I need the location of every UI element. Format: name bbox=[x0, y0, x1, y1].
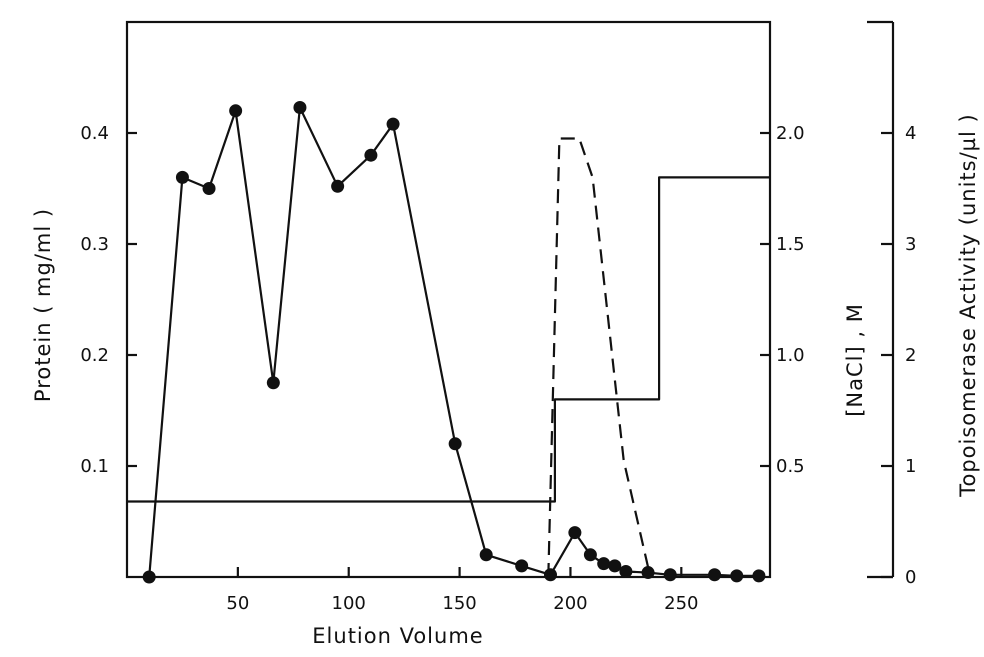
protein-point bbox=[583, 548, 597, 562]
activity-tick-label: 0 bbox=[905, 567, 916, 588]
activity-axis-title: Topoisomerase Activity (units/µl ) bbox=[956, 113, 980, 498]
activity-tick-label: 4 bbox=[905, 123, 916, 144]
nacl-tick-label: 0.5 bbox=[776, 456, 805, 477]
activity-tick-label: 3 bbox=[905, 234, 916, 255]
left-tick-label: 0.4 bbox=[80, 123, 109, 144]
activity-tick-label: 2 bbox=[905, 345, 916, 366]
protein-point bbox=[608, 559, 622, 573]
x-tick-label: 200 bbox=[553, 593, 587, 614]
protein-point bbox=[448, 437, 462, 451]
left-tick-label: 0.3 bbox=[80, 234, 109, 255]
nacl-step-line bbox=[127, 176, 770, 503]
x-tick-label: 100 bbox=[332, 593, 366, 614]
protein-point bbox=[293, 100, 307, 114]
protein-point bbox=[543, 568, 557, 582]
protein-point bbox=[597, 557, 611, 571]
protein-point bbox=[202, 182, 216, 195]
protein-point bbox=[142, 570, 156, 584]
protein-point bbox=[266, 376, 280, 390]
protein-point bbox=[641, 566, 655, 580]
protein-point bbox=[229, 104, 243, 118]
protein-point bbox=[364, 148, 378, 162]
protein-point bbox=[708, 568, 722, 582]
activity-tick-label: 1 bbox=[905, 456, 916, 477]
activity-dashed-line bbox=[547, 137, 652, 578]
plot-frame bbox=[125, 20, 895, 579]
protein-point bbox=[386, 117, 400, 131]
x-tick-label: 250 bbox=[664, 593, 698, 614]
protein-point bbox=[331, 179, 345, 193]
x-axis-title: Elution Volume bbox=[312, 624, 483, 648]
x-tick-label: 150 bbox=[442, 593, 476, 614]
nacl-tick-label: 1.5 bbox=[776, 234, 805, 255]
nacl-axis-title: [NaCl] , M bbox=[843, 303, 867, 417]
protein-point bbox=[752, 569, 766, 583]
protein-point bbox=[663, 568, 677, 582]
protein-point bbox=[568, 526, 582, 540]
series-layer bbox=[127, 100, 770, 584]
protein-point bbox=[730, 569, 744, 583]
plot-box bbox=[125, 20, 772, 579]
nacl-tick-label: 2.0 bbox=[776, 123, 805, 144]
x-tick-label: 50 bbox=[226, 593, 249, 614]
protein-point bbox=[479, 548, 493, 562]
left-axis-title: Protein ( mg/ml ) bbox=[31, 208, 55, 402]
protein-point bbox=[175, 170, 189, 184]
protein-point bbox=[515, 559, 529, 573]
left-tick-label: 0.2 bbox=[80, 345, 109, 366]
nacl-tick-label: 1.0 bbox=[776, 345, 805, 366]
left-tick-label: 0.1 bbox=[80, 456, 109, 477]
protein-point bbox=[619, 564, 633, 578]
tick-layer: 50 100 150 200 250 0.1 0.2 0.3 0.4 0.5 1.0 1.5 2.0 0 1… bbox=[80, 123, 916, 614]
